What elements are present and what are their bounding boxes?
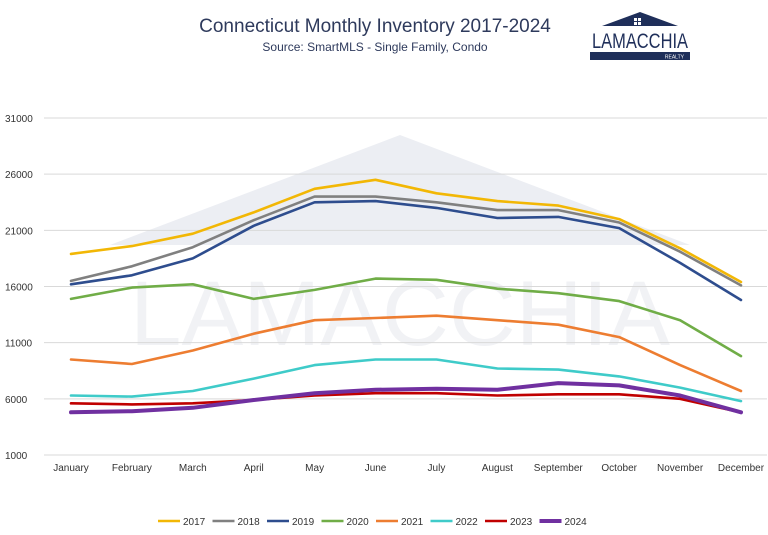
x-tick-label: May xyxy=(305,463,324,474)
x-tick-label: January xyxy=(53,463,89,474)
lamacchia-logo: LAMACCHIA REALTY xyxy=(590,12,690,61)
watermark-roof xyxy=(110,135,690,245)
series-line-2022 xyxy=(69,358,743,403)
legend-label-2018: 2018 xyxy=(238,517,261,528)
series-line-2020 xyxy=(69,277,743,358)
x-tick-label: November xyxy=(657,463,704,474)
y-tick-label: 11000 xyxy=(5,339,33,350)
x-tick-label: September xyxy=(534,463,584,474)
series-line-2021 xyxy=(69,314,743,393)
y-tick-label: 31000 xyxy=(5,114,33,125)
watermark: LAMACCHIA xyxy=(110,135,690,365)
y-tick-label: 6000 xyxy=(5,395,28,406)
x-tick-label: October xyxy=(601,463,637,474)
x-tick-label: February xyxy=(112,463,152,474)
series-line-2019 xyxy=(69,199,743,302)
logo-text: LAMACCHIA xyxy=(592,30,688,53)
legend-label-2021: 2021 xyxy=(401,517,424,528)
x-tick-label: April xyxy=(244,463,264,474)
y-tick-label: 16000 xyxy=(5,283,33,294)
x-tick-label: June xyxy=(365,463,387,474)
legend-label-2024: 2024 xyxy=(565,517,588,528)
series-line-2024 xyxy=(69,381,743,415)
y-tick-label: 26000 xyxy=(5,170,33,181)
x-tick-label: December xyxy=(718,463,765,474)
chart-subtitle: Source: SmartMLS - Single Family, Condo xyxy=(262,40,488,54)
legend-label-2017: 2017 xyxy=(183,517,206,528)
legend-label-2019: 2019 xyxy=(292,517,315,528)
legend-label-2022: 2022 xyxy=(456,517,479,528)
series-line-2018 xyxy=(69,195,743,287)
chart-title: Connecticut Monthly Inventory 2017-2024 xyxy=(199,16,551,37)
series-line-2023 xyxy=(69,391,743,414)
legend-label-2023: 2023 xyxy=(510,517,533,528)
logo-subtext: REALTY xyxy=(665,55,685,61)
x-tick-label: July xyxy=(428,463,446,474)
x-tick-label: August xyxy=(482,463,513,474)
legend-label-2020: 2020 xyxy=(347,517,370,528)
y-tick-label: 1000 xyxy=(5,451,28,462)
x-tick-label: March xyxy=(179,463,207,474)
series-line-2017 xyxy=(69,178,743,284)
y-tick-label: 21000 xyxy=(5,226,33,237)
